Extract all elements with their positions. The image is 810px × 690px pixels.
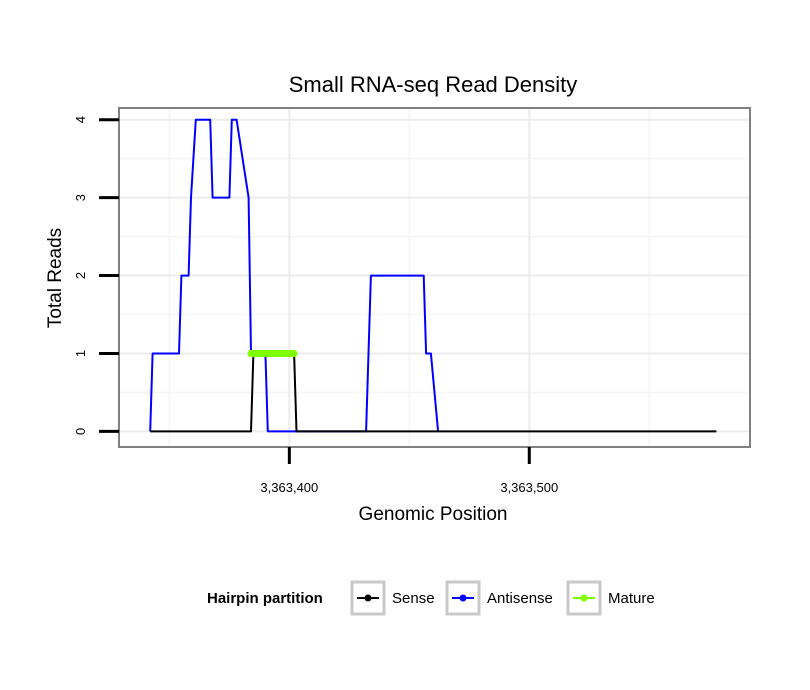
legend-key-point — [459, 594, 467, 602]
y-tick-label: 4 — [73, 116, 88, 123]
y-tick-label: 2 — [73, 272, 88, 279]
series-layer — [149, 118, 717, 433]
chart-title: Small RNA-seq Read Density — [289, 72, 578, 97]
series-line-antisense — [149, 118, 440, 433]
legend-label: Antisense — [487, 590, 553, 607]
plot-panel — [118, 107, 751, 448]
axes: 3,363,400 3,363,500 0 1 2 3 4 — [73, 116, 558, 495]
plot-border — [118, 107, 751, 448]
x-axis-title: Genomic Position — [359, 504, 508, 525]
legend-items: Sense Antisense Mature — [350, 580, 655, 616]
legend-key-point — [364, 594, 372, 602]
y-axis-title: Total Reads — [45, 228, 66, 328]
x-tick-label: 3,363,400 — [260, 480, 318, 495]
legend-key-point — [580, 594, 588, 602]
y-tick-label: 1 — [73, 350, 88, 357]
y-tick-label: 0 — [73, 428, 88, 435]
legend: Hairpin partition Sense Antisense Mature — [207, 580, 655, 616]
y-tick-label: 3 — [73, 194, 88, 201]
legend-label: Mature — [608, 590, 655, 607]
legend-label: Sense — [392, 590, 435, 607]
legend-item-mature: Mature — [566, 580, 655, 616]
legend-item-antisense: Antisense — [445, 580, 553, 616]
legend-title: Hairpin partition — [207, 590, 323, 607]
legend-item-sense: Sense — [350, 580, 435, 616]
x-tick-label: 3,363,500 — [500, 480, 558, 495]
